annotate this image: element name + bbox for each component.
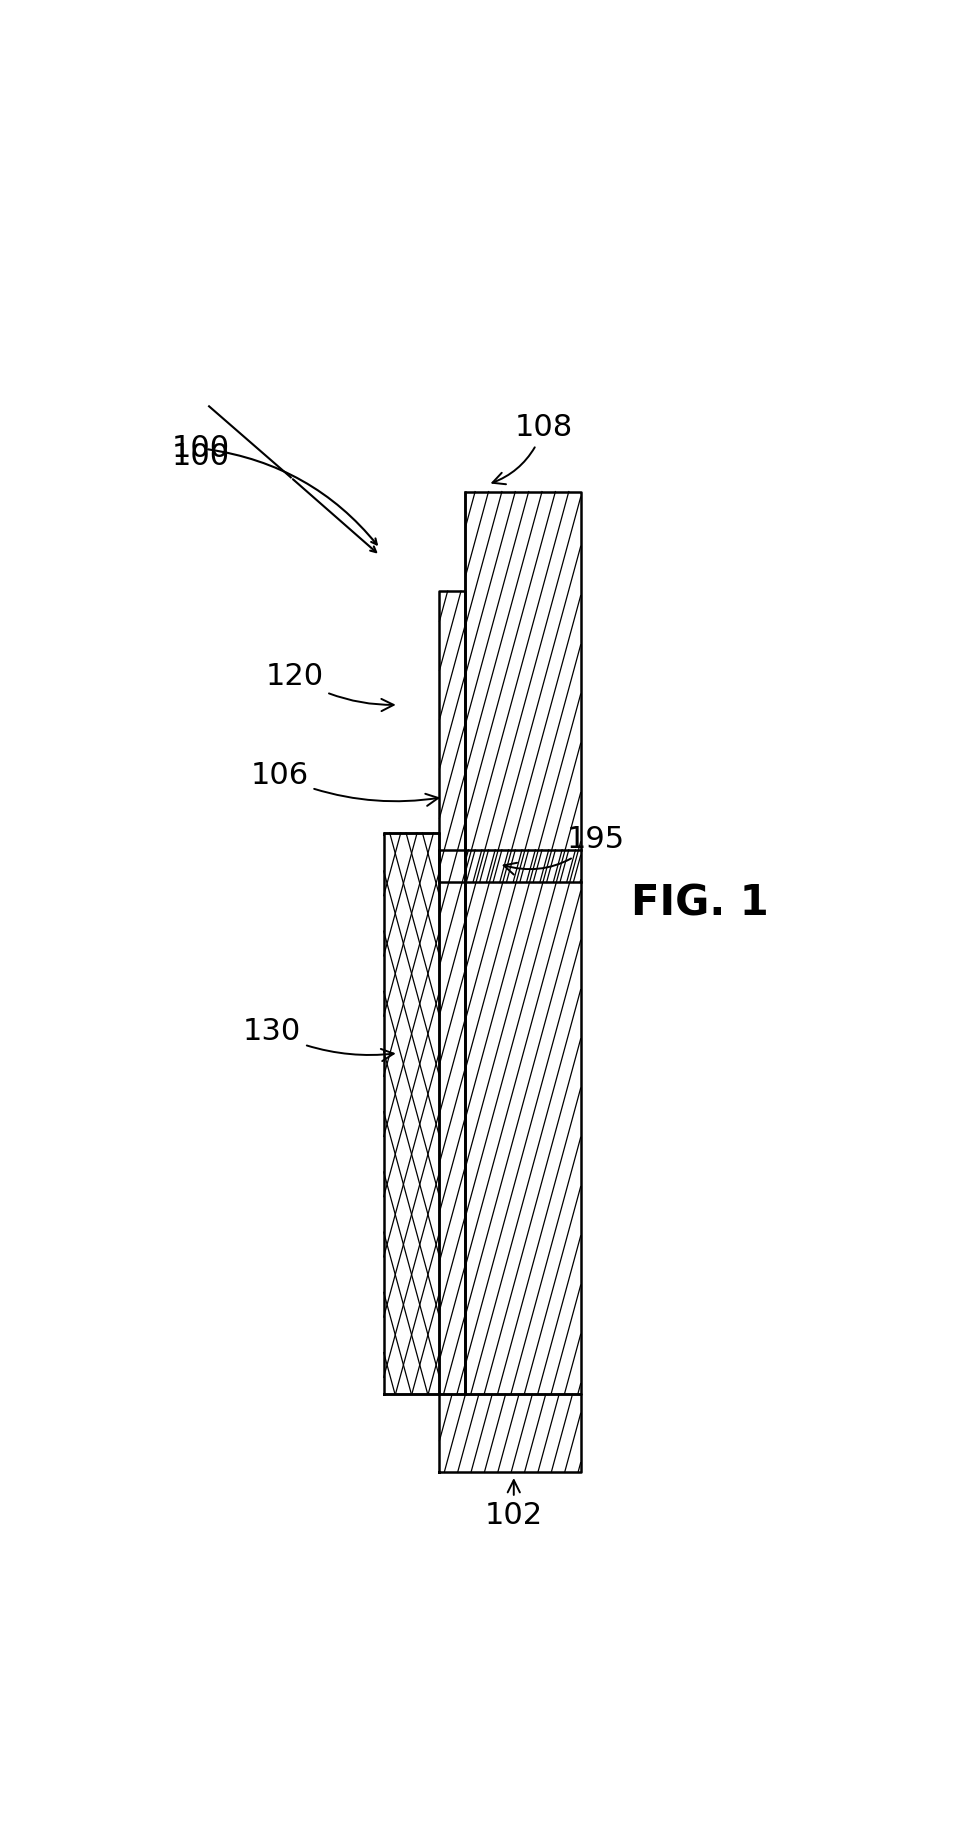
Text: 130: 130 (244, 1017, 393, 1061)
Text: 106: 106 (250, 761, 438, 807)
Text: FIG. 1: FIG. 1 (631, 882, 768, 925)
Text: 195: 195 (503, 825, 624, 875)
Bar (384, 833, 439, 1394)
Text: 100: 100 (172, 434, 230, 463)
Bar (439, 591, 465, 1394)
Bar (465, 849, 580, 882)
Text: 102: 102 (484, 1480, 543, 1530)
Bar (465, 491, 580, 1394)
Bar (439, 1394, 580, 1473)
Text: 108: 108 (492, 414, 573, 484)
Text: 100: 100 (172, 441, 230, 471)
Text: 120: 120 (266, 663, 393, 711)
